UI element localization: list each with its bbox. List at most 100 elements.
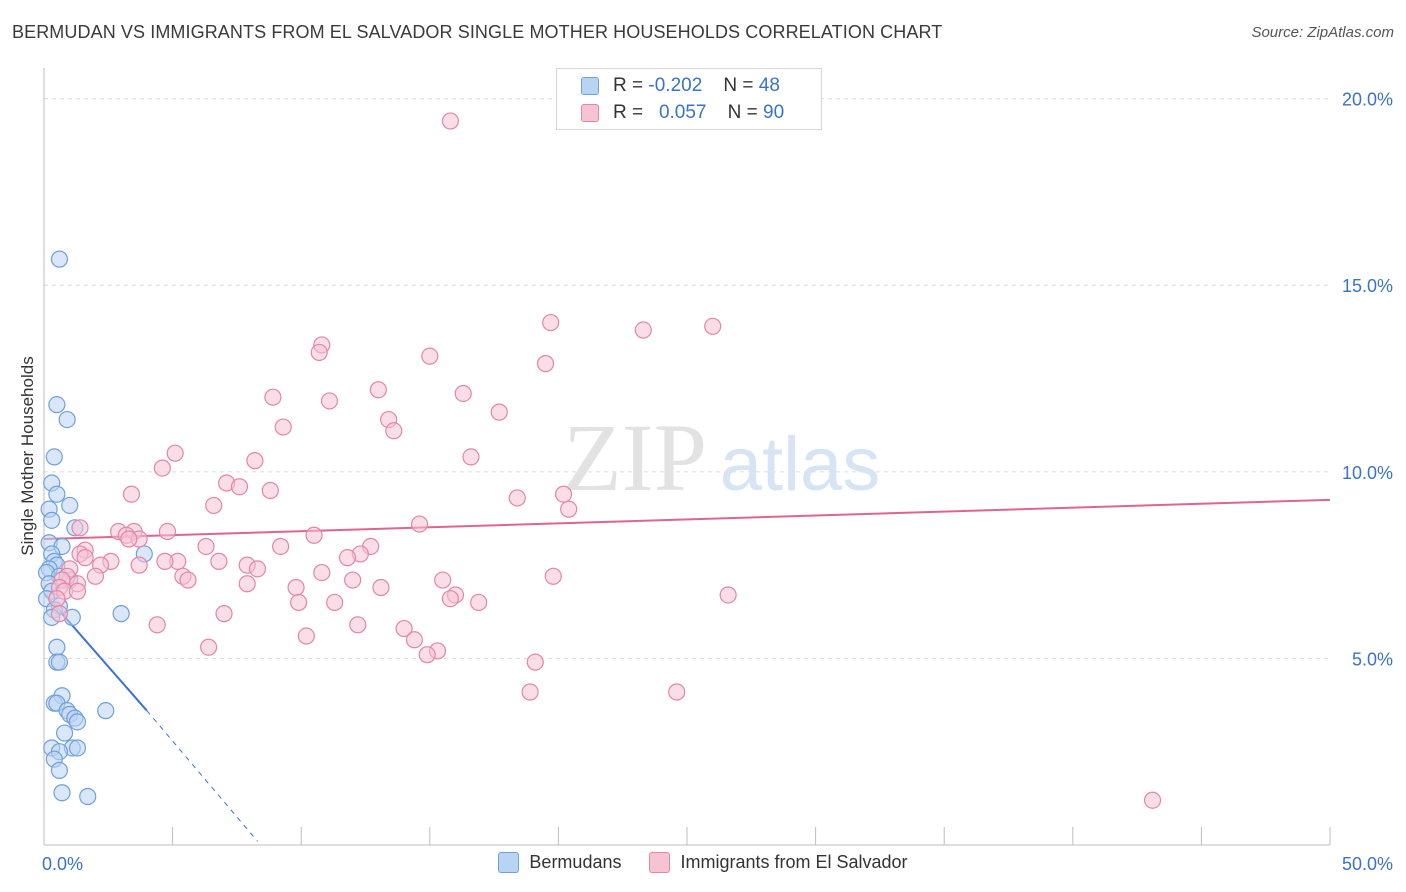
point-el-salvador	[290, 593, 308, 612]
watermark-atlas: atlas	[720, 422, 881, 507]
point-el-salvador	[274, 418, 292, 436]
point-el-salvador	[434, 571, 452, 589]
y-tick-label: 20.0%	[1342, 90, 1393, 110]
point-el-salvador	[554, 485, 573, 503]
legend-n-label: N =	[723, 75, 754, 96]
legend-n-label: N =	[727, 102, 758, 123]
legend-n-value-el-salvador: 90	[763, 102, 785, 123]
point-el-salvador	[421, 347, 439, 365]
point-el-salvador	[86, 567, 105, 585]
source-label: Source: ZipAtlas.com	[1251, 24, 1394, 41]
point-el-salvador	[704, 317, 722, 335]
point-el-salvador	[246, 452, 264, 470]
y-tick-label: 5.0%	[1352, 649, 1393, 669]
point-bermudans	[50, 250, 69, 268]
point-el-salvador	[197, 537, 215, 556]
trend-lines	[43, 498, 1331, 842]
point-el-salvador	[130, 556, 148, 574]
point-el-salvador	[122, 485, 141, 503]
point-bermudans	[112, 605, 130, 623]
point-el-salvador	[148, 616, 166, 634]
point-el-salvador	[68, 582, 87, 600]
point-el-salvador	[230, 478, 249, 496]
legend-label-bermudans: Bermudans	[529, 852, 622, 872]
point-bermudans	[48, 485, 66, 503]
point-el-salvador	[166, 444, 184, 462]
point-el-salvador	[215, 605, 233, 623]
point-el-salvador	[238, 575, 256, 593]
point-el-salvador	[418, 646, 436, 664]
point-el-salvador	[544, 567, 562, 585]
point-bermudans	[68, 739, 87, 757]
point-el-salvador	[310, 343, 328, 362]
point-el-salvador	[410, 515, 429, 533]
point-el-salvador	[372, 578, 390, 597]
legend-item-bermudans[interactable]: Bermudans	[498, 852, 621, 873]
legend-swatch-el-salvador	[649, 852, 671, 873]
point-bermudans	[48, 396, 66, 414]
axes	[43, 68, 1331, 846]
point-el-salvador	[71, 519, 89, 537]
legend-swatch-pink	[581, 104, 599, 122]
correlation-legend: R = -0.202 N = 48 R = 0.057 N = 90	[556, 68, 822, 130]
point-el-salvador	[490, 403, 508, 421]
point-el-salvador	[1143, 791, 1162, 809]
point-el-salvador	[526, 653, 544, 671]
tick-labels: 5.0% 10.0% 15.0% 20.0% 0.0% 50.0%	[42, 90, 1393, 874]
point-bermudans	[97, 702, 115, 720]
point-bermudans	[53, 784, 71, 802]
point-bermudans	[68, 713, 87, 731]
point-el-salvador	[48, 590, 66, 608]
point-el-salvador	[395, 619, 413, 638]
point-el-salvador	[405, 631, 423, 649]
trend-extension-bermudans	[146, 710, 258, 842]
point-el-salvador	[200, 638, 218, 656]
point-el-salvador	[349, 616, 367, 634]
y-tick-label: 10.0%	[1342, 463, 1393, 483]
legend-n-value-bermudans: 48	[758, 75, 780, 96]
legend-label-el-salvador: Immigrants from El Salvador	[680, 852, 908, 872]
point-el-salvador	[205, 496, 223, 515]
gridlines	[44, 98, 1330, 659]
trend-line-el-salvador	[43, 498, 1331, 540]
point-el-salvador	[287, 578, 305, 597]
point-bermudans	[58, 410, 76, 429]
point-el-salvador	[153, 459, 171, 477]
point-el-salvador	[508, 489, 526, 507]
point-el-salvador	[297, 627, 315, 645]
legend-r-value-el-salvador: 0.057	[658, 102, 707, 123]
point-el-salvador	[441, 590, 459, 608]
point-bermudans	[43, 511, 61, 529]
legend-row-el-salvador: R = 0.057 N = 90	[581, 100, 784, 126]
point-el-salvador	[560, 500, 578, 518]
x-tick-label: 0.0%	[42, 854, 83, 874]
point-bermudans	[45, 448, 63, 466]
point-el-salvador	[462, 448, 480, 466]
point-el-salvador	[441, 112, 459, 130]
point-bermudans	[61, 496, 79, 515]
point-bermudans	[48, 638, 66, 656]
legend-swatch-bermudans	[498, 852, 520, 873]
point-el-salvador	[50, 605, 69, 623]
point-el-salvador	[272, 537, 290, 556]
point-el-salvador	[668, 683, 686, 701]
legend-item-el-salvador[interactable]: Immigrants from El Salvador	[649, 852, 908, 873]
point-el-salvador	[344, 571, 362, 589]
legend-swatch-blue	[581, 77, 599, 95]
point-el-salvador	[369, 381, 387, 399]
legend-r-label: R =	[613, 102, 644, 123]
watermark: ZIP atlas	[563, 404, 880, 511]
series-legend: Bermudans Immigrants from El Salvador	[0, 852, 1406, 873]
point-el-salvador	[326, 593, 344, 612]
point-el-salvador	[454, 384, 472, 403]
watermark-zip: ZIP	[563, 404, 707, 511]
chart-title: BERMUDAN VS IMMIGRANTS FROM EL SALVADOR …	[12, 22, 943, 42]
point-el-salvador	[542, 313, 560, 332]
y-tick-label: 15.0%	[1342, 276, 1393, 296]
point-el-salvador	[521, 683, 539, 701]
legend-row-bermudans: R = -0.202 N = 48	[581, 73, 780, 99]
point-bermudans	[50, 653, 69, 671]
point-el-salvador	[536, 355, 555, 373]
point-el-salvador	[158, 522, 177, 541]
point-el-salvador	[313, 563, 331, 582]
